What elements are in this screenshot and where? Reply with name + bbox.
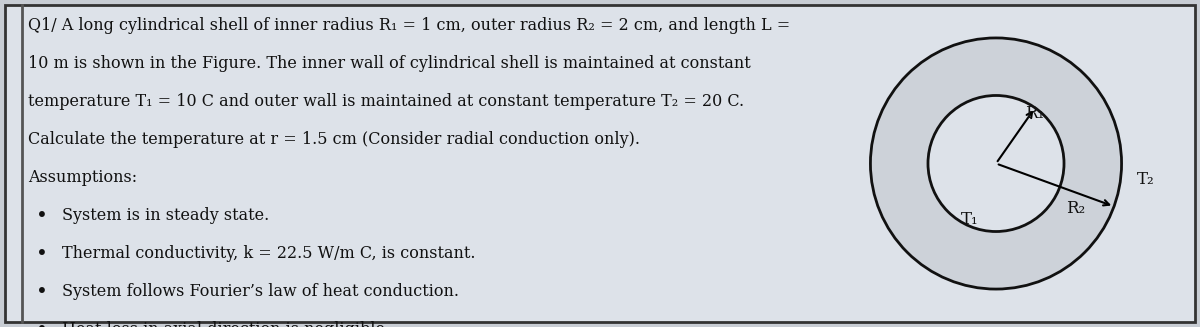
Text: T₁: T₁ [961, 211, 979, 228]
Circle shape [870, 38, 1122, 289]
Text: System is in steady state.: System is in steady state. [62, 207, 269, 224]
Text: R₁: R₁ [1025, 105, 1044, 122]
Text: •: • [36, 283, 48, 302]
Text: temperature T₁ = 10 C and outer wall is maintained at constant temperature T₂ = : temperature T₁ = 10 C and outer wall is … [28, 93, 744, 110]
Text: R₂: R₂ [1066, 200, 1085, 217]
Text: 10 m is shown in the Figure. The inner wall of cylindrical shell is maintained a: 10 m is shown in the Figure. The inner w… [28, 55, 751, 72]
Text: Q1/ A long cylindrical shell of inner radius R₁ = 1 cm, outer radius R₂ = 2 cm, : Q1/ A long cylindrical shell of inner ra… [28, 17, 791, 34]
Text: T₂: T₂ [1138, 171, 1154, 188]
Text: Thermal conductivity, k = 22.5 W/m C, is constant.: Thermal conductivity, k = 22.5 W/m C, is… [62, 245, 475, 262]
Text: System follows Fourier’s law of heat conduction.: System follows Fourier’s law of heat con… [62, 283, 458, 300]
Text: Heat loss in axial direction is negligible.: Heat loss in axial direction is negligib… [62, 321, 390, 327]
Text: •: • [36, 207, 48, 226]
Text: Assumptions:: Assumptions: [28, 169, 137, 186]
Text: •: • [36, 321, 48, 327]
Circle shape [928, 95, 1064, 232]
Text: •: • [36, 245, 48, 264]
Text: Calculate the temperature at r = 1.5 cm (Consider radial conduction only).: Calculate the temperature at r = 1.5 cm … [28, 131, 640, 148]
